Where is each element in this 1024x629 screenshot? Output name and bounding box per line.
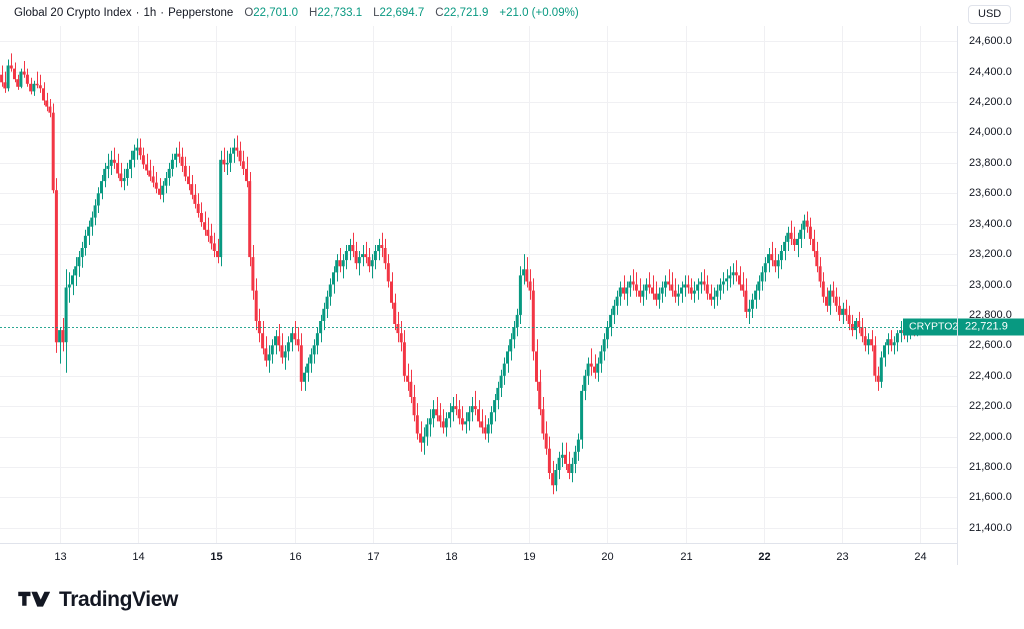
chart-plot-area[interactable]: [0, 26, 957, 543]
ohlc-high-letter: H: [309, 7, 318, 19]
time-tick-label: 22: [758, 551, 771, 563]
currency-label[interactable]: USD: [968, 5, 1012, 24]
ohlc-high: H22,733.1: [309, 0, 362, 26]
price-change-label: +21.0 (+0.09%): [499, 7, 579, 19]
exchange-label: Pepperstone: [168, 7, 234, 19]
price-tick-label: 22,400.0: [969, 369, 1012, 382]
symbol-title[interactable]: Global 20 Crypto Index: [14, 7, 132, 19]
ohlc-low-value: 22,694.7: [379, 7, 425, 19]
legend-separator-2: ·: [160, 7, 165, 19]
ohlc-low: L22,694.7: [373, 0, 424, 26]
price-axis[interactable]: USD 24,600.0 24,400.0 24,200.0 24,000.0 23,8…: [957, 0, 1024, 565]
chart-legend: Global 20 Crypto Index · 1h · Pepperston…: [0, 0, 579, 26]
tradingview-mark-icon: [18, 591, 50, 607]
price-tick-label: 22,200.0: [969, 400, 1012, 413]
tradingview-wordmark: TradingView: [59, 588, 178, 611]
time-tick-label: 24: [914, 551, 927, 563]
time-tick-label: 21: [680, 551, 693, 563]
ohlc-low-letter: L: [373, 7, 380, 19]
price-tick-label: 23,800.0: [969, 156, 1012, 169]
time-tick-label: 17: [367, 551, 380, 563]
price-tick-label: 23,200.0: [969, 248, 1012, 261]
time-tick-label: 14: [132, 551, 145, 563]
time-axis[interactable]: 13 14 15 16 17 18 19 20 21 22 23 24: [0, 543, 957, 565]
candlestick-series: [0, 53, 957, 495]
price-tick-label: 21,800.0: [969, 460, 1012, 473]
time-tick-label: 20: [601, 551, 614, 563]
time-tick-label: 19: [523, 551, 536, 563]
time-tick-label: 15: [210, 551, 223, 563]
ohlc-high-value: 22,733.1: [317, 7, 363, 19]
time-tick-label: 13: [54, 551, 67, 563]
ohlc-close-letter: C: [435, 7, 444, 19]
price-tick-label: 24,400.0: [969, 65, 1012, 78]
price-tick-label: 22,000.0: [969, 430, 1012, 443]
ohlc-close-value: 22,721.9: [443, 7, 489, 19]
current-price-badge: 22,721.9: [958, 318, 1024, 336]
interval-label[interactable]: 1h: [143, 7, 157, 19]
legend-separator-1: ·: [135, 7, 140, 19]
time-tick-label: 16: [289, 551, 302, 563]
price-tick-label: 21,600.0: [969, 491, 1012, 504]
tradingview-logo[interactable]: TradingView: [18, 588, 178, 612]
price-tick-label: 22,800.0: [969, 308, 1012, 321]
price-tick-label: 23,400.0: [969, 217, 1012, 230]
price-tick-label: 23,600.0: [969, 187, 1012, 200]
ticker-price-tag: CRYPTO20: [903, 318, 971, 336]
chart-gridlines: [0, 26, 957, 543]
price-tick-label: 24,600.0: [969, 35, 1012, 48]
price-tick-label: 23,000.0: [969, 278, 1012, 291]
price-tick-label: 21,400.0: [969, 521, 1012, 534]
ohlc-open-value: 22,701.0: [253, 7, 299, 19]
time-tick-label: 23: [836, 551, 849, 563]
ohlc-open: O22,701.0: [244, 0, 298, 26]
price-axis-border: [957, 26, 958, 565]
price-tick-label: 24,200.0: [969, 96, 1012, 109]
time-axis-border: [0, 543, 957, 544]
time-tick-label: 18: [445, 551, 458, 563]
price-tick-label: 22,600.0: [969, 339, 1012, 352]
ohlc-open-letter: O: [244, 7, 254, 19]
ohlc-close: C22,721.9: [435, 0, 488, 26]
price-tick-label: 24,000.0: [969, 126, 1012, 139]
